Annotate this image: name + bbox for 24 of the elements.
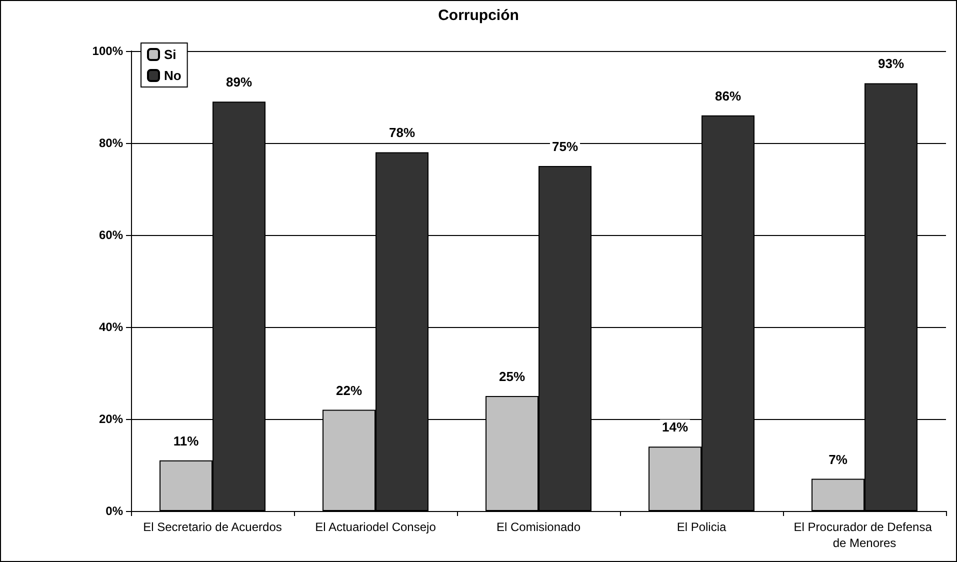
data-label: 93% (878, 56, 904, 72)
x-tick-label: El Actuariodel Consejo (315, 520, 436, 534)
x-tick-label: El Policia (676, 520, 726, 534)
data-label: 7% (828, 452, 848, 467)
y-tick-label: 40% (98, 320, 124, 334)
data-label: 11% (173, 433, 200, 448)
legend-label: No (164, 68, 182, 83)
data-label: 86% (714, 88, 742, 104)
y-tick-label: 60% (98, 228, 124, 242)
x-tick-label: El Procurador de Defensa de Menores (794, 520, 936, 550)
y-tick-label: 0% (106, 504, 124, 518)
data-label: 14% (662, 420, 688, 435)
x-tick-label: El Comisionado (496, 520, 581, 534)
data-label: 25% (498, 369, 526, 384)
y-tick-label: 20% (98, 412, 124, 426)
x-tick-label: El Secretario de Acuerdos (143, 520, 282, 534)
y-tick-label: 80% (98, 136, 124, 150)
y-tick-label: 100% (92, 44, 124, 58)
legend-label: Si (164, 47, 176, 62)
data-label: 75% (552, 139, 578, 154)
data-label: 22% (336, 382, 362, 398)
chart-title: Corrupción (438, 7, 519, 24)
data-label: 78% (388, 125, 416, 140)
data-label: 89% (226, 74, 252, 90)
